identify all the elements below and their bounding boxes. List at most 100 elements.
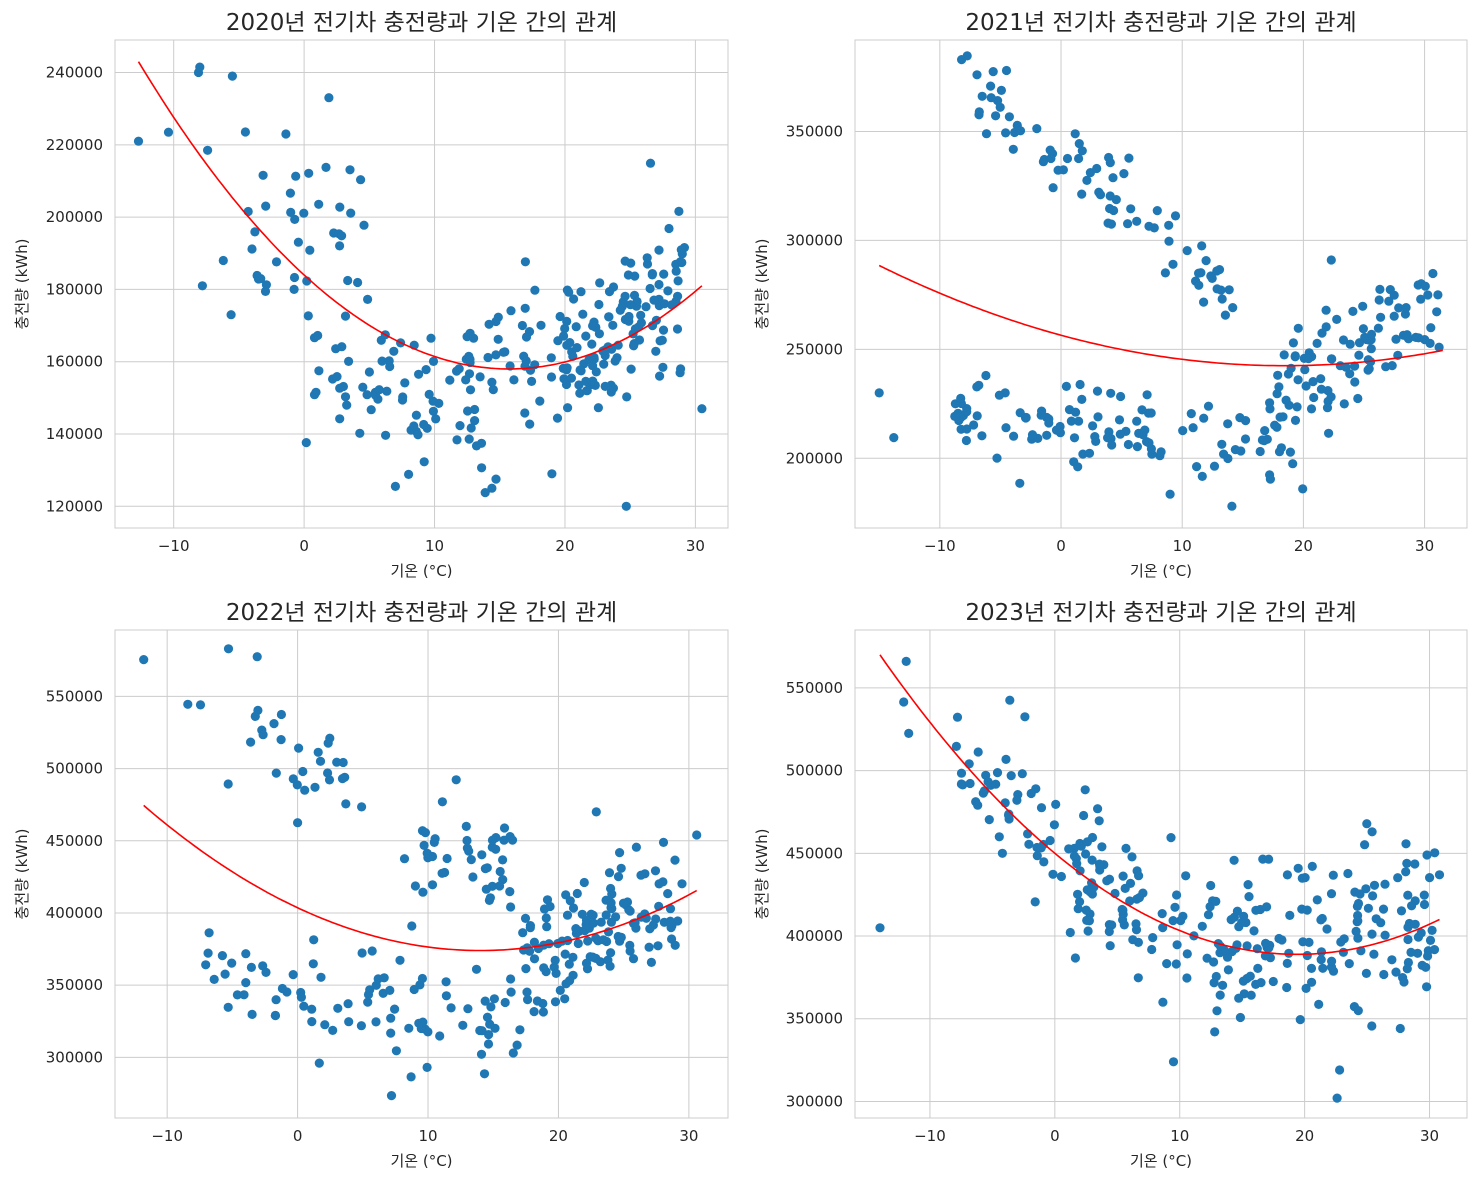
data-point	[674, 206, 684, 216]
data-point	[1116, 391, 1126, 402]
data-point	[217, 951, 227, 961]
data-point	[218, 255, 228, 266]
data-point	[1181, 871, 1191, 881]
data-point	[486, 1002, 496, 1012]
data-point	[546, 372, 557, 382]
data-point	[1343, 868, 1353, 879]
data-point	[269, 719, 279, 729]
data-point	[373, 394, 383, 404]
data-point	[291, 171, 301, 181]
data-point	[1009, 431, 1019, 441]
data-point	[1074, 416, 1084, 426]
data-point	[986, 780, 996, 790]
data-point	[286, 207, 296, 217]
data-point	[1364, 364, 1374, 374]
data-point	[1160, 268, 1170, 278]
data-point	[663, 889, 673, 899]
data-point	[529, 1007, 539, 1017]
data-point	[328, 1025, 338, 1035]
data-point	[1322, 403, 1333, 413]
data-point	[621, 501, 631, 511]
data-point	[1245, 971, 1255, 981]
data-point	[1288, 338, 1298, 348]
data-point	[1044, 418, 1054, 428]
data-point	[462, 835, 472, 846]
data-point	[1288, 459, 1298, 469]
data-point	[491, 474, 501, 484]
data-point	[606, 917, 617, 927]
data-point	[571, 924, 581, 934]
data-point	[587, 339, 597, 349]
data-point	[1361, 968, 1371, 979]
data-point	[1004, 112, 1015, 122]
data-point	[1215, 990, 1225, 1000]
data-point	[428, 396, 438, 406]
data-point	[418, 887, 428, 897]
data-point	[1262, 902, 1272, 912]
data-point	[250, 711, 260, 722]
data-point	[220, 969, 230, 979]
data-point	[466, 423, 476, 433]
data-point	[482, 1012, 493, 1022]
data-point	[363, 997, 373, 1007]
data-point	[1115, 429, 1125, 439]
data-point	[1274, 382, 1284, 392]
data-point	[572, 888, 582, 899]
data-point	[483, 352, 493, 363]
x-tick-label: 20	[555, 537, 574, 555]
x-tick-label: 0	[1050, 1127, 1060, 1145]
data-point	[1061, 381, 1071, 391]
data-point	[1350, 361, 1360, 371]
plot-area	[115, 630, 728, 1118]
data-point	[1071, 407, 1081, 417]
data-point	[381, 430, 391, 440]
data-point	[610, 356, 620, 366]
data-point	[446, 1003, 456, 1013]
data-point	[340, 311, 351, 321]
data-point	[1027, 430, 1038, 440]
data-point	[1162, 959, 1172, 969]
data-point	[542, 922, 552, 932]
data-point	[1132, 416, 1142, 426]
data-point	[1170, 902, 1180, 912]
data-point	[395, 955, 405, 965]
data-point	[529, 954, 540, 964]
data-point	[276, 735, 286, 745]
data-point	[209, 974, 219, 985]
data-point	[424, 389, 434, 399]
data-point	[468, 872, 478, 882]
data-point	[1077, 189, 1087, 199]
data-point	[1401, 839, 1411, 849]
data-point	[901, 656, 911, 667]
x-tick-label: −10	[924, 537, 956, 555]
data-point	[616, 863, 626, 873]
data-point	[1209, 978, 1219, 988]
data-point	[1422, 982, 1432, 992]
y-axis-label: 충전량 (kWh)	[13, 239, 31, 330]
data-point	[665, 904, 676, 914]
x-tick-label: 30	[1420, 1127, 1439, 1145]
data-point	[1304, 937, 1314, 948]
data-point	[252, 270, 262, 281]
data-point	[1234, 993, 1244, 1003]
data-point	[379, 973, 389, 983]
data-point	[1251, 905, 1261, 915]
data-point	[1224, 285, 1234, 295]
data-point	[1107, 440, 1117, 450]
data-point	[969, 420, 979, 430]
data-point	[591, 933, 601, 943]
data-point	[293, 237, 303, 247]
data-point	[316, 972, 326, 982]
data-point	[1232, 906, 1242, 916]
data-point	[464, 434, 474, 444]
data-point	[1194, 268, 1204, 278]
data-point	[183, 699, 193, 709]
data-point	[1030, 897, 1040, 907]
data-point	[1097, 842, 1107, 852]
data-point	[404, 1023, 414, 1033]
data-point	[1074, 153, 1084, 164]
data-point	[594, 329, 605, 339]
data-point	[1295, 1015, 1305, 1025]
data-point	[342, 400, 352, 410]
data-point	[477, 463, 487, 473]
